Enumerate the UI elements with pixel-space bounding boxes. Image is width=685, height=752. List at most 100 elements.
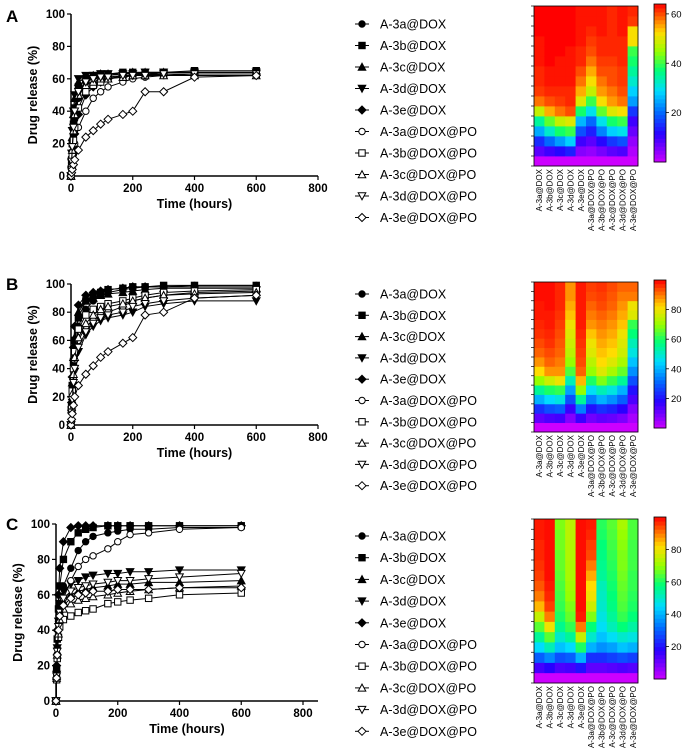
- legend-label: A-3a@DOX@PO: [380, 638, 477, 652]
- data-point: [113, 576, 123, 586]
- colorbar-band: [654, 424, 666, 429]
- heatmap-cell: [554, 6, 566, 17]
- heatmap-cell: [596, 631, 608, 643]
- data-point: [66, 522, 76, 533]
- heatmap-cell: [617, 413, 628, 424]
- data-point: [82, 107, 90, 115]
- data-point: [82, 311, 90, 319]
- heatmap-cell: [575, 66, 587, 77]
- heatmap-cell: [627, 403, 639, 414]
- heatmap-cell: [544, 46, 556, 57]
- heatmap-cell: [617, 319, 628, 330]
- heatmap-cell: [627, 621, 639, 633]
- heatmap-cell: [565, 156, 576, 167]
- heatmap-cell: [534, 580, 545, 592]
- heatmap-cell: [544, 631, 556, 643]
- heatmap-cell: [627, 76, 639, 87]
- colorbar-band: [654, 529, 666, 534]
- legend-label: A-3d@DOX@PO: [380, 190, 477, 204]
- colorbar-band: [654, 553, 666, 558]
- heatmap-cell: [554, 394, 566, 405]
- colorbar-band: [654, 324, 666, 329]
- colorbar-band: [654, 646, 666, 652]
- heatmap-cell: [575, 385, 587, 395]
- heatmap-cell: [586, 413, 597, 424]
- series-path: [55, 585, 242, 702]
- heatmap-cell: [596, 300, 608, 311]
- heatmap-cell: [606, 338, 618, 349]
- heatmap-cell: [554, 76, 566, 87]
- data-point: [103, 578, 113, 588]
- heatmap-cell: [575, 357, 587, 367]
- heatmap-cell: [596, 621, 608, 633]
- y-tick-label: 100: [46, 279, 65, 291]
- heatmap-cell: [575, 126, 587, 137]
- colorbar-band: [654, 533, 666, 538]
- heatmap-cell: [575, 570, 587, 581]
- heatmap-cell: [596, 56, 608, 67]
- heatmap-cell: [627, 56, 639, 67]
- heatmap-cell: [544, 328, 556, 339]
- heatmap-cell: [586, 156, 597, 167]
- heatmap-cell: [606, 291, 618, 302]
- y-tick-label: 0: [59, 420, 65, 432]
- heatmap-cell: [596, 601, 608, 612]
- data-point: [88, 591, 98, 601]
- heatmap-cell: [575, 328, 587, 339]
- legend-item: A-3e@DOX: [355, 616, 447, 630]
- heatmap-cell: [575, 136, 587, 147]
- heatmap-cell: [596, 16, 608, 27]
- legend-item: A-3a@DOX@PO: [355, 394, 477, 408]
- panel-a: A 0 20 40 60 80 100 0 200 400 600 800 Time (hours) Dr…: [6, 3, 682, 231]
- colorbar-band: [654, 134, 666, 139]
- heatmap-cell: [586, 662, 597, 674]
- heatmap-cell: [575, 529, 587, 540]
- heatmap-cell: [606, 580, 618, 592]
- heatmap-column-label: A-3c@DOX@PO: [608, 686, 617, 748]
- data-point: [189, 293, 200, 303]
- heatmap-cell: [534, 86, 545, 97]
- heatmap-cell: [586, 291, 597, 302]
- data-point: [53, 625, 64, 635]
- heatmap-cell: [554, 291, 566, 302]
- legend-label: A-3b@DOX: [380, 39, 447, 53]
- heatmap-cell: [586, 319, 597, 330]
- colorbar-band: [654, 106, 666, 112]
- colorbar-band: [654, 610, 666, 615]
- heatmap-cell: [554, 375, 566, 386]
- heatmap-cell: [606, 16, 618, 27]
- panel-letter: A: [6, 7, 18, 26]
- heatmap-cell: [544, 519, 556, 530]
- heatmap-cell: [606, 413, 618, 424]
- heatmap-cell: [596, 366, 608, 377]
- heatmap-cell: [586, 601, 597, 612]
- heatmap-cell: [596, 385, 608, 395]
- heatmap-cell: [617, 328, 628, 339]
- data-point: [113, 569, 123, 579]
- heatmap-cell: [575, 422, 587, 433]
- heatmap-cell: [575, 366, 587, 377]
- heatmap-cell: [554, 590, 566, 602]
- heatmap-cell: [565, 375, 576, 386]
- colorbar-band: [654, 67, 666, 72]
- heatmap-cell: [617, 46, 628, 57]
- heatmap-cell: [627, 549, 639, 561]
- colorbar-band: [654, 79, 666, 84]
- heatmap-cell: [554, 560, 566, 571]
- heatmap-column-label: A-3d@DOX@PO: [618, 686, 627, 748]
- heatmap-cell: [565, 146, 576, 157]
- heatmap-column-label: A-3a@DOX: [535, 168, 544, 211]
- heatmap: A-3a@DOX A-3b@DOX A-3c@DOX A-3d@DOX A-3e@DOX…: [531, 518, 639, 748]
- x-tick-label: 400: [170, 708, 189, 720]
- heatmap-cell: [554, 300, 566, 311]
- heatmap-cell: [565, 560, 576, 571]
- heatmap-cell: [617, 621, 628, 633]
- data-point: [88, 319, 98, 329]
- data-point: [88, 361, 98, 371]
- heatmap-cell: [534, 136, 545, 147]
- heatmap-cell: [627, 366, 639, 377]
- colorbar-band: [654, 4, 666, 9]
- heatmap-cell: [565, 539, 576, 551]
- data-point: [118, 338, 128, 348]
- heatmap-cell: [554, 652, 566, 663]
